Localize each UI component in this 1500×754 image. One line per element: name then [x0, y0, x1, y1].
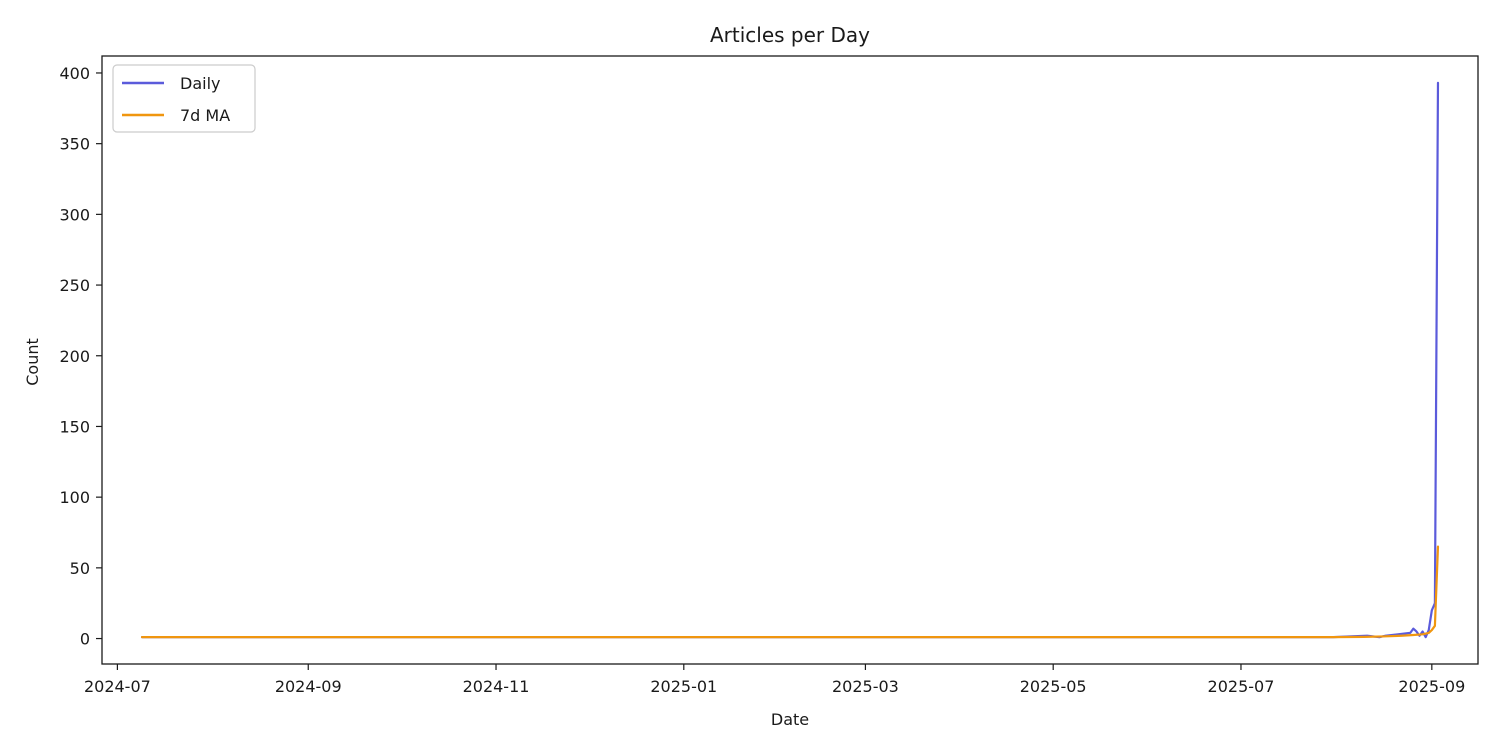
legend-label: Daily — [180, 74, 220, 93]
y-tick-label: 200 — [59, 347, 90, 366]
series-line-daily — [140, 81, 1440, 639]
legend: Daily 7d MA — [112, 64, 256, 133]
chart-title: Articles per Day — [710, 23, 870, 47]
y-tick-label: 350 — [59, 135, 90, 154]
x-axis-label: Date — [771, 710, 809, 729]
y-axis: 0 50 100 150 200 250 300 350 400 — [59, 64, 102, 649]
legend-label: 7d MA — [180, 106, 230, 125]
x-tick-label: 2024-07 — [84, 677, 151, 696]
y-tick-label: 400 — [59, 64, 90, 83]
x-tick-label: 2024-09 — [275, 677, 342, 696]
y-axis-label: Count — [23, 338, 42, 386]
series-layer — [140, 81, 1440, 639]
y-tick-label: 250 — [59, 276, 90, 295]
y-tick-label: 300 — [59, 205, 90, 224]
series-line-7d-ma — [140, 545, 1440, 639]
x-tick-label: 2025-07 — [1208, 677, 1275, 696]
x-tick-label: 2025-09 — [1398, 677, 1465, 696]
plot-frame — [101, 55, 1479, 665]
x-tick-label: 2024-11 — [463, 677, 530, 696]
y-tick-label: 150 — [59, 417, 90, 436]
y-tick-label: 100 — [59, 488, 90, 507]
x-tick-label: 2025-01 — [650, 677, 717, 696]
x-tick-label: 2025-03 — [832, 677, 899, 696]
x-axis: 2024-07 2024-09 2024-11 2025-01 2025-03 2025-… — [84, 664, 1465, 696]
x-tick-label: 2025-05 — [1020, 677, 1087, 696]
y-tick-label: 50 — [70, 559, 90, 578]
y-tick-label: 0 — [80, 630, 90, 649]
